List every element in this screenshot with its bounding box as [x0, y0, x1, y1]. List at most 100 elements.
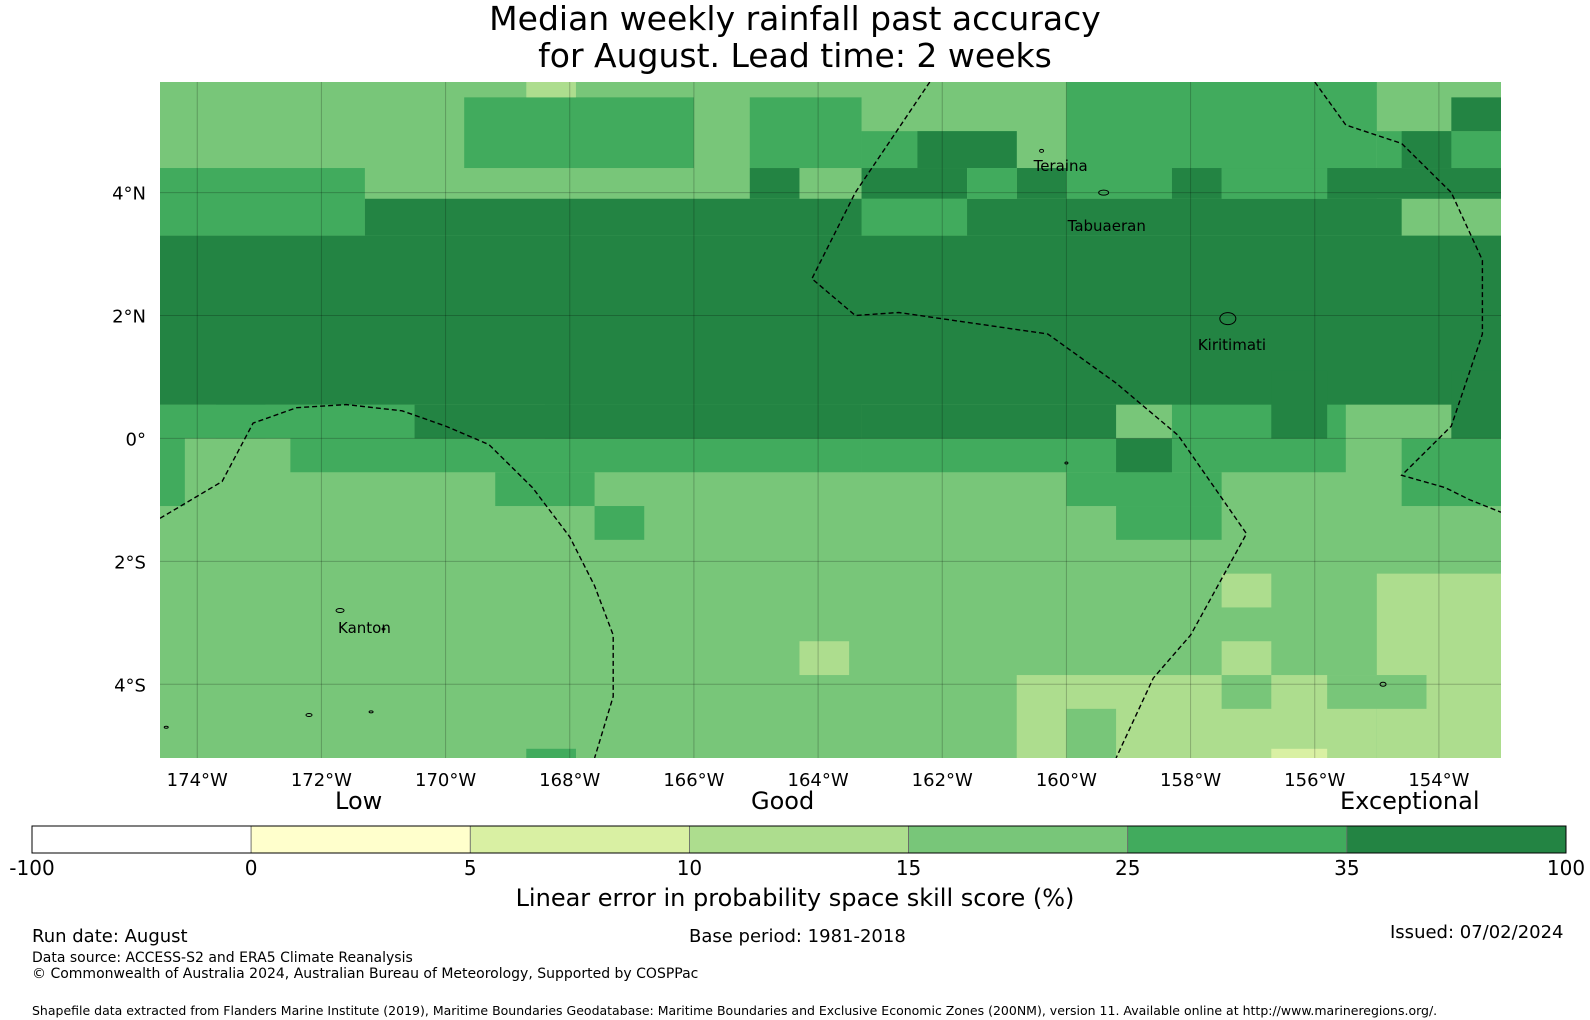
colorbar-tick-label: 0	[244, 856, 258, 880]
colorbar-segment	[1127, 825, 1348, 854]
colorbar-axis-label: Linear error in probability space skill …	[515, 884, 1075, 912]
eez-boundary-line	[811, 82, 1248, 758]
colorbar-tick-label: 10	[676, 856, 703, 880]
x-tick-label: 170°W	[415, 770, 476, 791]
skill-region	[160, 438, 185, 507]
skill-region	[1271, 370, 1328, 439]
x-tick-label: 158°W	[1160, 770, 1221, 791]
skill-region	[1376, 573, 1501, 758]
island-outline	[1098, 189, 1110, 196]
place-label: Kanton	[338, 618, 391, 637]
skill-region	[1066, 472, 1222, 507]
skill-region	[1401, 438, 1501, 507]
skill-region	[749, 97, 862, 169]
skill-region	[749, 168, 800, 199]
x-tick-label: 174°W	[167, 770, 228, 791]
colorbar-segment	[469, 825, 690, 854]
colorbar-category-low: Low	[335, 787, 383, 815]
skill-region	[1221, 168, 1328, 199]
colorbar	[31, 825, 1567, 854]
skill-region	[1327, 675, 1427, 709]
island-outline	[368, 710, 374, 714]
colorbar-frame	[31, 825, 1567, 854]
skill-region	[160, 168, 365, 236]
colorbar-segment	[908, 825, 1129, 854]
y-tick-label: 2°N	[112, 307, 146, 328]
skill-region	[861, 198, 968, 236]
colorbar-segment	[250, 825, 471, 854]
colorbar-tick-label: 5	[463, 856, 477, 880]
map-title-line-1: Median weekly rainfall past accuracy	[489, 0, 1101, 38]
place-label: Kiritimati	[1197, 335, 1267, 354]
x-tick-label: 160°W	[1036, 770, 1097, 791]
axis-ticks: 174°W 172°W 170°W 168°W 166°W 164°W 162°W 160°W…	[112, 184, 1470, 791]
skill-region	[861, 404, 1117, 439]
skill-region	[290, 438, 862, 473]
eez-boundary-line	[160, 403, 614, 758]
run-date: Run date: August	[32, 926, 188, 947]
skill-region	[526, 82, 576, 98]
x-tick-label: 154°W	[1408, 770, 1469, 791]
colorbar-tick-label: -100	[9, 856, 55, 880]
skill-region	[1327, 168, 1501, 199]
x-tick-label: 172°W	[291, 770, 352, 791]
skill-region	[526, 748, 576, 758]
eez-boundary-line	[1314, 82, 1501, 513]
skill-region	[160, 404, 415, 439]
base-period: Base period: 1981-2018	[689, 926, 906, 947]
colorbar-category-good: Good	[751, 787, 815, 815]
graticule	[160, 82, 1501, 758]
skill-region	[1401, 131, 1452, 169]
islands	[163, 148, 1387, 729]
skill-region	[1116, 438, 1172, 473]
skill-region	[1016, 168, 1067, 199]
island-outline	[1039, 148, 1045, 153]
skill-region	[1066, 708, 1117, 758]
colorbar-tick-label: 35	[1334, 856, 1360, 880]
skill-region	[464, 97, 694, 169]
skill-region	[414, 404, 862, 439]
skill-cells	[160, 82, 1501, 758]
skill-region	[967, 168, 1017, 199]
island-outline	[1379, 681, 1387, 687]
island-outline	[1219, 312, 1237, 326]
skill-region	[594, 506, 645, 540]
x-tick-label: 168°W	[539, 770, 600, 791]
skill-region	[1221, 675, 1272, 709]
skill-region	[1221, 573, 1272, 608]
shapefile-credit: Shapefile data extracted from Flanders M…	[32, 1003, 1438, 1018]
colorbar-segment	[1346, 825, 1567, 854]
x-tick-label: 162°W	[912, 770, 973, 791]
island-outline	[335, 608, 345, 614]
colorbar-segment	[689, 825, 909, 854]
island-outline	[1064, 461, 1069, 465]
skill-region	[1271, 748, 1328, 758]
skill-region	[861, 438, 1346, 473]
colorbar-tick-label: 100	[1546, 856, 1586, 880]
island-outline	[163, 725, 169, 729]
skill-region	[861, 168, 968, 199]
place-label: Teraina	[1033, 156, 1088, 175]
y-tick-label: 2°S	[114, 552, 146, 573]
copyright: © Commonwealth of Australia 2024, Austra…	[32, 966, 699, 982]
skill-region	[1451, 97, 1501, 132]
skill-region	[1451, 370, 1501, 439]
data-source: Data source: ACCESS-S2 and ERA5 Climate …	[32, 950, 413, 966]
skill-region	[1171, 168, 1222, 199]
colorbar-tick-label: 15	[895, 856, 922, 880]
island-outline	[381, 627, 386, 631]
colorbar-segment	[31, 825, 252, 854]
place-label: Tabuaeran	[1067, 216, 1146, 235]
eez-boundaries	[160, 82, 1501, 758]
y-tick-label: 4°S	[114, 675, 146, 696]
y-tick-label: 4°N	[112, 184, 146, 205]
skill-region	[799, 641, 850, 676]
y-tick-label: 0°	[126, 429, 146, 450]
skill-region	[495, 472, 595, 507]
colorbar-category-exceptional: Exceptional	[1340, 787, 1480, 815]
x-tick-label: 156°W	[1284, 770, 1345, 791]
issued-date: Issued: 07/02/2024	[1390, 922, 1564, 943]
map-title-line-2: for August. Lead time: 2 weeks	[538, 36, 1052, 75]
island-outline	[305, 712, 313, 717]
